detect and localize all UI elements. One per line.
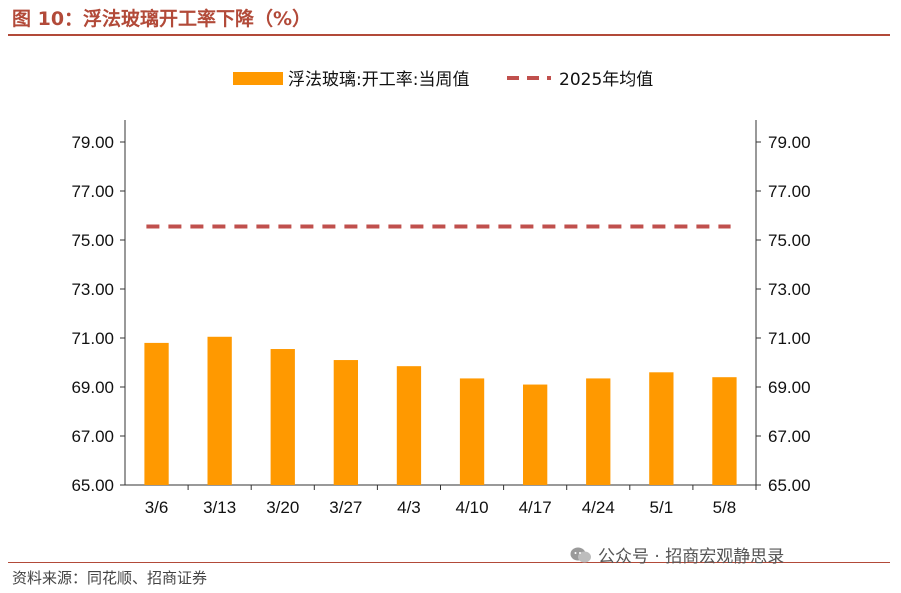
bars (144, 336, 737, 485)
watermark: 公众号 · 招商宏观静思录 (570, 542, 784, 567)
legend-bar-swatch (233, 72, 283, 85)
y-tick-label-left: 79.00 (71, 133, 114, 152)
chart-title: 图 10：浮法玻璃开工率下降（%） (12, 8, 312, 30)
y-tick-label-left: 75.00 (71, 231, 114, 250)
y-tick-label-left: 73.00 (71, 280, 114, 299)
x-tick-label: 3/6 (145, 498, 169, 517)
bar (396, 366, 422, 485)
y-tick-label-right: 67.00 (768, 427, 811, 446)
x-tick-label: 4/10 (456, 498, 489, 517)
bar (712, 377, 737, 485)
legend: 浮法玻璃:开工率:当周值 2025年均值 (233, 70, 653, 90)
x-tick-label: 3/27 (329, 498, 362, 517)
bar (459, 378, 485, 485)
y-tick-label-right: 75.00 (768, 231, 811, 250)
title-rule (8, 34, 890, 36)
x-tick-label: 4/24 (582, 498, 615, 517)
footer-rule (8, 562, 890, 563)
y-tick-label-right: 71.00 (768, 329, 811, 348)
tick-labels: 79.00 79.00 77.00 77.00 75.00 75.00 73.00 73.00… (71, 133, 810, 517)
y-tick-label-left: 77.00 (71, 182, 114, 201)
y-tick-label-right: 69.00 (768, 378, 811, 397)
bar (207, 336, 232, 485)
legend-line-label: 2025年均值 (559, 70, 653, 90)
y-tick-label-right: 77.00 (768, 182, 811, 201)
x-tick-label: 3/13 (203, 498, 236, 517)
x-tick-label: 3/20 (266, 498, 299, 517)
legend-bar-label: 浮法玻璃:开工率:当周值 (288, 70, 469, 90)
y-tick-label-left: 71.00 (71, 329, 114, 348)
y-tick-label-left: 69.00 (71, 378, 114, 397)
bar (333, 360, 358, 485)
watermark-text: 公众号 · 招商宏观静思录 (598, 547, 785, 567)
bar (144, 342, 169, 485)
y-tick-label-left: 65.00 (71, 476, 114, 495)
bar (270, 349, 295, 485)
x-tick-label: 5/8 (713, 498, 737, 517)
y-tick-label-right: 79.00 (768, 133, 811, 152)
y-tick-label-left: 67.00 (71, 427, 114, 446)
x-tick-label: 4/3 (397, 498, 421, 517)
bar (523, 384, 548, 485)
y-tick-label-right: 65.00 (768, 476, 811, 495)
x-tick-label: 4/17 (519, 498, 552, 517)
y-tick-label-right: 73.00 (768, 280, 811, 299)
bar (586, 378, 611, 485)
source-note: 资料来源：同花顺、招商证券 (12, 569, 208, 587)
x-tick-label: 5/1 (650, 498, 674, 517)
wechat-icon (570, 547, 591, 562)
bar (649, 372, 674, 485)
